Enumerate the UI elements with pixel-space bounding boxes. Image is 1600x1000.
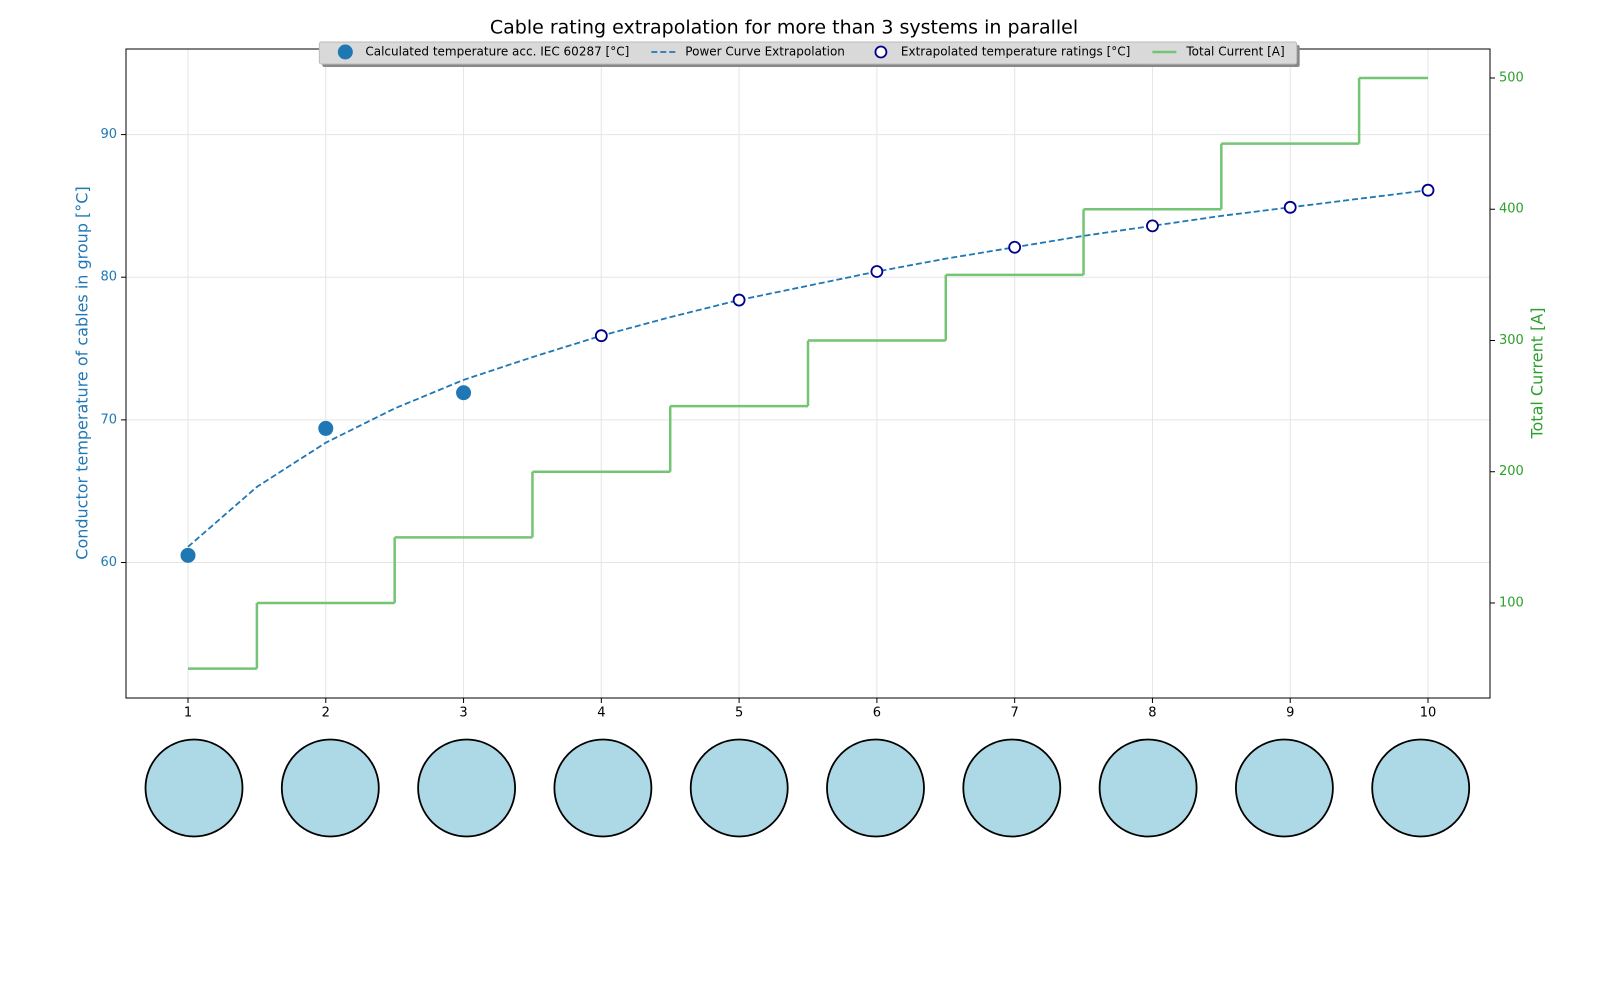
cable-icon — [962, 738, 1062, 838]
legend-item: Calculated temperature acc. IEC 60287 [°… — [337, 44, 629, 60]
legend-marker — [874, 45, 888, 59]
x-tick-label: 8 — [1148, 706, 1156, 721]
legend-label: Calculated temperature acc. IEC 60287 [°… — [365, 45, 629, 59]
data-point — [870, 265, 884, 278]
legend-label: Power Curve Extrapolation — [685, 45, 845, 59]
x-tick-label: 9 — [1286, 706, 1294, 721]
y2-tick-label: 100 — [1499, 595, 1524, 610]
cable-icon — [826, 738, 925, 838]
data-point — [732, 293, 746, 307]
y-tick-label: 70 — [100, 412, 117, 427]
y-tick-label: 60 — [100, 555, 117, 570]
y-tick-label: 80 — [100, 270, 117, 285]
cable-icon — [689, 738, 789, 838]
legend-label: Total Current [A] — [1185, 45, 1284, 59]
x-tick-label: 3 — [459, 706, 467, 721]
cable-icon — [417, 738, 517, 838]
legend: Calculated temperature acc. IEC 60287 [°… — [318, 41, 1300, 67]
cable-icon — [144, 738, 244, 838]
x-tick-label: 5 — [735, 706, 743, 721]
legend-item: Power Curve Extrapolation — [651, 45, 845, 59]
data-point — [1283, 200, 1297, 214]
y-tick-label: 90 — [100, 127, 117, 142]
legend-label: Extrapolated temperature ratings [°C] — [901, 45, 1130, 59]
data-point — [180, 547, 196, 563]
x-tick-label: 7 — [1011, 706, 1019, 721]
data-point — [594, 329, 608, 343]
data-point — [456, 385, 472, 401]
y2-tick-label: 300 — [1499, 333, 1524, 348]
x-tick-label: 1 — [184, 706, 192, 721]
data-point — [1146, 219, 1159, 233]
y-axis-label: Conductor temperature of cables in group… — [73, 186, 92, 559]
x-tick-label: 6 — [873, 706, 881, 721]
x-tick-label: 4 — [597, 706, 605, 721]
legend-item: Total Current [A] — [1152, 45, 1285, 59]
y2-tick-label: 400 — [1499, 202, 1524, 217]
legend-box — [318, 41, 1298, 65]
legend-item: Extrapolated temperature ratings [°C] — [874, 45, 1130, 59]
chart-title: Cable rating extrapolation for more than… — [490, 17, 1078, 39]
cable-icon — [553, 738, 653, 838]
y2-tick-label: 500 — [1499, 71, 1524, 86]
cable-icon — [1235, 738, 1334, 838]
x-tick-label: 2 — [322, 706, 330, 721]
data-point — [1008, 240, 1022, 254]
power-curve — [187, 189, 1429, 548]
cable-icon — [1371, 738, 1471, 838]
cable-icon — [1098, 738, 1198, 838]
y2-tick-label: 200 — [1499, 464, 1524, 479]
x-tick-label: 10 — [1420, 706, 1437, 721]
cable-icon — [280, 738, 380, 838]
y2-axis-label: Total Current [A] — [1528, 307, 1547, 439]
legend-marker — [337, 44, 353, 60]
data-point — [318, 420, 334, 436]
data-point — [1421, 183, 1435, 197]
